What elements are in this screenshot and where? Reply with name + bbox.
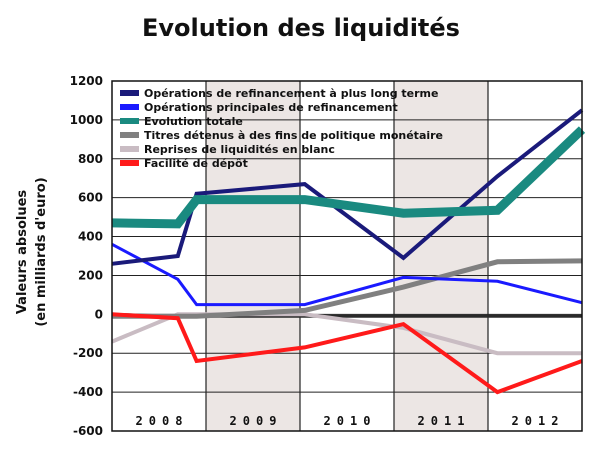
- tick-layer: 1200 1000 800 600 400 200 0 -200 -400 -600 2008 200…: [70, 74, 565, 438]
- legend-entry-4: Reprises de liquidités en blanc: [144, 143, 335, 156]
- year-label-2011: 2011: [418, 414, 471, 428]
- plot-frame: [111, 80, 583, 432]
- y-axis-label: Valeurs absolues: [15, 190, 30, 315]
- y-tick-label: -200: [73, 346, 103, 360]
- y-axis-label-units: (en milliards d'euro): [34, 177, 49, 326]
- y-tick-label: 1200: [70, 74, 103, 88]
- year-label-2008: 2008: [136, 414, 189, 428]
- y-tick-label: 800: [78, 152, 103, 166]
- y-tick-label: 600: [78, 191, 103, 205]
- legend-entry-1: Opérations principales de refinancement: [144, 101, 398, 114]
- y-tick-label: 1000: [70, 113, 103, 127]
- legend-entry-0: Opérations de refinancement à plus long …: [144, 87, 438, 100]
- year-label-2009: 2009: [230, 414, 283, 428]
- year-band-2009: [206, 81, 300, 431]
- series-layer: [111, 108, 586, 395]
- series-line-1: [111, 242, 583, 307]
- grid-layer: [112, 80, 582, 432]
- legend-layer: Opérations de refinancement à plus long …: [120, 87, 443, 170]
- series-line-3: [112, 258, 583, 319]
- legend-entry-5: Facilité de dépôt: [144, 157, 248, 170]
- series-line-0: [111, 108, 584, 266]
- y-tick-label: 200: [78, 268, 103, 282]
- legend-entry-3: Titres détenus à des fins de politique m…: [144, 129, 443, 142]
- y-tick-label: -400: [73, 385, 103, 399]
- chart-title: Evolution des liquidités: [142, 14, 460, 42]
- y-tick-label: 0: [95, 307, 103, 321]
- series-line-5: [111, 312, 583, 395]
- series-line-2: [111, 126, 586, 229]
- y-tick-label: 400: [78, 230, 103, 244]
- frame-layer: [111, 80, 583, 432]
- year-label-2010: 2010: [324, 414, 377, 428]
- legend-entry-2: Evolution totale: [144, 115, 243, 128]
- year-label-2012: 2012: [512, 414, 565, 428]
- y-tick-label: -600: [73, 424, 103, 438]
